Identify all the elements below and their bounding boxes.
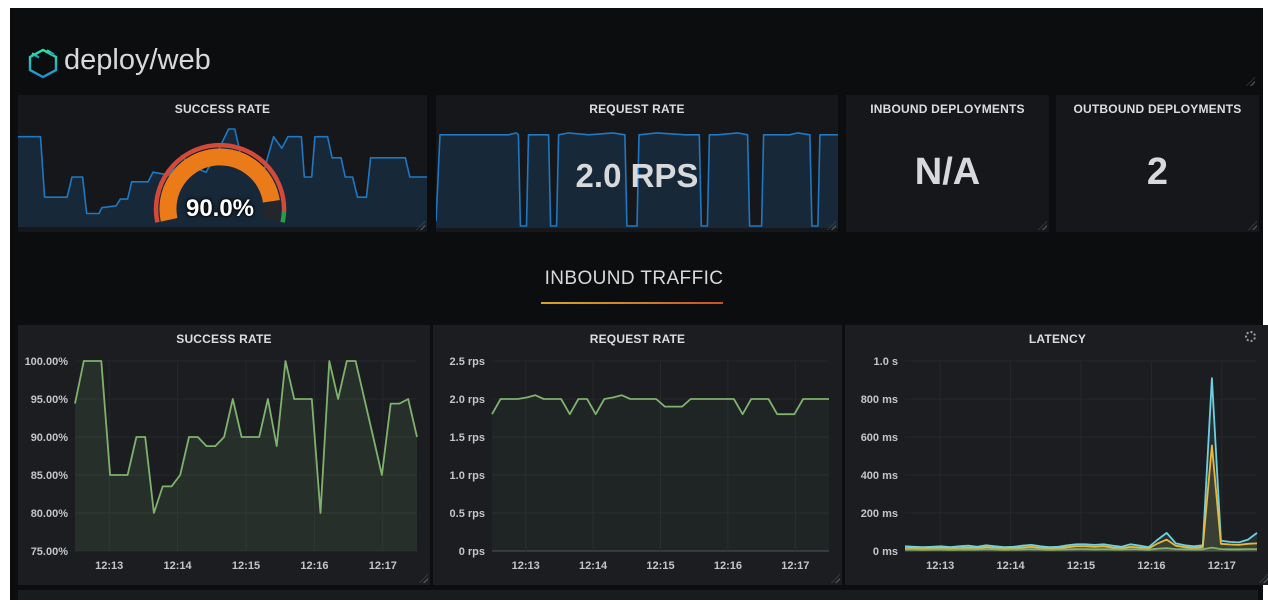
panel-title-success-rate-graph[interactable]: SUCCESS RATE xyxy=(176,332,272,346)
svg-text:100.00%: 100.00% xyxy=(25,356,69,368)
panel-success-rate-graph: SUCCESS RATE 100.00% 95.00% 90.00% 85.00% 80… xyxy=(18,325,430,585)
svg-text:12:16: 12:16 xyxy=(714,560,742,572)
dashboard-header: deploy/web xyxy=(10,12,1263,92)
section-underline xyxy=(541,302,723,304)
latency-chart[interactable]: 1.0 s 800 ms 600 ms 400 ms 200 ms 0 ms 12:13 12… xyxy=(845,325,1268,585)
svg-text:80.00%: 80.00% xyxy=(31,508,69,520)
svg-text:800 ms: 800 ms xyxy=(861,394,898,406)
request-rate-sparkline xyxy=(436,132,838,228)
panel-resize-handle[interactable] xyxy=(1248,221,1257,230)
panel-resize-handle[interactable] xyxy=(1246,77,1255,86)
outbound-deployments-value: 2 xyxy=(1146,151,1169,193)
svg-text:75.00%: 75.00% xyxy=(31,546,69,558)
panel-outbound-deployments: OUTBOUND DEPLOYMENTS 2 xyxy=(1056,95,1259,232)
panel-resize-handle[interactable] xyxy=(831,574,840,583)
svg-text:85.00%: 85.00% xyxy=(31,470,69,482)
panel-resize-handle[interactable] xyxy=(1259,574,1268,583)
svg-text:2.5 rps: 2.5 rps xyxy=(450,356,485,368)
svg-text:12:17: 12:17 xyxy=(781,560,809,572)
success-rate-sparkline xyxy=(18,128,427,227)
dashboard-title: deploy/web xyxy=(64,44,211,76)
panel-title-request-rate[interactable]: REQUEST RATE xyxy=(589,102,685,116)
panel-resize-handle[interactable] xyxy=(416,221,425,230)
panel-title-request-rate-graph[interactable]: REQUEST RATE xyxy=(589,332,686,346)
svg-text:1.0 rps: 1.0 rps xyxy=(450,470,485,482)
success-rate-value: 90.0% xyxy=(185,195,255,222)
panel-resize-handle[interactable] xyxy=(827,221,836,230)
svg-text:600 ms: 600 ms xyxy=(861,432,898,444)
svg-text:400 ms: 400 ms xyxy=(861,470,898,482)
svg-text:12:17: 12:17 xyxy=(369,560,397,572)
panel-inbound-deployments: INBOUND DEPLOYMENTS N/A xyxy=(846,95,1049,232)
svg-text:95.00%: 95.00% xyxy=(31,394,69,406)
svg-text:12:13: 12:13 xyxy=(512,560,540,572)
panel-request-rate-graph: REQUEST RATE 2.5 rps 2.0 rps 1.5 rps 1.0 rp… xyxy=(433,325,842,585)
section-title-inbound-traffic[interactable]: INBOUND TRAFFIC xyxy=(544,268,724,289)
loading-spinner-icon xyxy=(1245,331,1256,342)
svg-text:12:14: 12:14 xyxy=(579,560,608,572)
panel-title-latency-graph[interactable]: LATENCY xyxy=(1028,332,1087,346)
svg-text:0 rps: 0 rps xyxy=(459,546,485,558)
grafana-dashboard: deploy/web SUCCESS RATE 90.0% REQUEST RA… xyxy=(10,8,1268,600)
svg-text:1.0 s: 1.0 s xyxy=(874,356,898,368)
svg-text:0 ms: 0 ms xyxy=(873,546,898,558)
svg-text:1.5 rps: 1.5 rps xyxy=(450,432,485,444)
panel-resize-handle[interactable] xyxy=(1038,221,1047,230)
svg-text:12:13: 12:13 xyxy=(95,560,123,572)
svg-text:12:17: 12:17 xyxy=(1208,560,1236,572)
svg-text:12:16: 12:16 xyxy=(300,560,328,572)
svg-text:12:15: 12:15 xyxy=(646,560,674,572)
svg-text:12:13: 12:13 xyxy=(926,560,954,572)
next-row-panel-edge xyxy=(18,590,1258,600)
svg-text:12:15: 12:15 xyxy=(1067,560,1095,572)
panel-latency-graph: LATENCY 1.0 s 800 ms 600 ms 400 ms 200 ms 0 m… xyxy=(845,325,1268,585)
panel-title-outbound-deployments[interactable]: OUTBOUND DEPLOYMENTS xyxy=(1073,102,1242,116)
inbound-deployments-value: N/A xyxy=(914,151,981,193)
request-rate-chart[interactable]: 2.5 rps 2.0 rps 1.5 rps 1.0 rps 0.5 rps 0 rps… xyxy=(433,325,842,585)
svg-text:12:14: 12:14 xyxy=(997,560,1026,572)
svg-text:12:15: 12:15 xyxy=(232,560,260,572)
svg-text:12:16: 12:16 xyxy=(1137,560,1165,572)
panel-title-inbound-deployments[interactable]: INBOUND DEPLOYMENTS xyxy=(870,102,1025,116)
svg-text:12:14: 12:14 xyxy=(164,560,193,572)
panel-resize-handle[interactable] xyxy=(419,574,428,583)
panel-success-rate-stat: SUCCESS RATE 90.0% xyxy=(18,95,427,232)
linkerd-logo xyxy=(28,48,58,79)
svg-text:0.5 rps: 0.5 rps xyxy=(450,508,485,520)
svg-text:2.0 rps: 2.0 rps xyxy=(450,394,485,406)
svg-text:200 ms: 200 ms xyxy=(861,508,898,520)
panel-title-success-rate[interactable]: SUCCESS RATE xyxy=(174,102,271,116)
svg-text:90.00%: 90.00% xyxy=(31,432,69,444)
request-rate-value: 2.0 RPS xyxy=(575,157,699,194)
success-rate-chart[interactable]: 100.00% 95.00% 90.00% 85.00% 80.00% 75.00% 12:… xyxy=(18,325,430,585)
panel-request-rate-stat: REQUEST RATE 2.0 RPS xyxy=(436,95,838,232)
success-rate-gauge xyxy=(153,142,287,223)
